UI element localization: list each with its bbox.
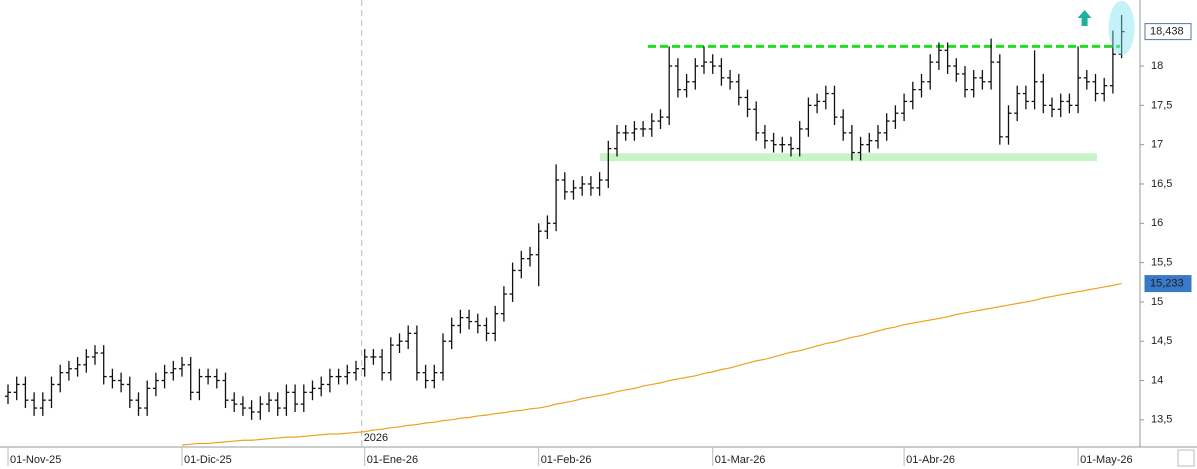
y-tick-label: 17,5 bbox=[1151, 99, 1172, 111]
highlight-ellipse bbox=[1108, 1, 1135, 55]
year-label: 2026 bbox=[364, 432, 388, 444]
up-arrow bbox=[1077, 10, 1092, 26]
x-tick-label: 01-Nov-25 bbox=[10, 454, 61, 466]
x-tick-label: 01-Feb-26 bbox=[541, 454, 592, 466]
y-tick-label: 17 bbox=[1151, 139, 1163, 151]
y-tick-label: 14 bbox=[1151, 374, 1163, 386]
x-tick-label: 01-May-26 bbox=[1080, 454, 1133, 466]
price-tag-label: 18,438 bbox=[1150, 26, 1184, 38]
y-tick-label: 15 bbox=[1151, 296, 1163, 308]
x-tick-label: 01-Abr-26 bbox=[906, 454, 955, 466]
moving-average-line bbox=[181, 283, 1122, 446]
support-band bbox=[600, 153, 1097, 162]
y-tick-label: 18 bbox=[1151, 60, 1163, 72]
scroll-button[interactable] bbox=[1177, 449, 1195, 467]
x-tick-label: 01-Mar-26 bbox=[715, 454, 766, 466]
price-tag bbox=[1144, 23, 1192, 41]
y-tick-label: 16 bbox=[1151, 217, 1163, 229]
x-tick-label: 01-Ene-26 bbox=[367, 454, 418, 466]
x-tick-label: 01-Dic-25 bbox=[184, 454, 232, 466]
y-tick-label: 13,5 bbox=[1151, 414, 1172, 426]
y-tick-label: 16,5 bbox=[1151, 178, 1172, 190]
price-tag-label: 15,233 bbox=[1150, 277, 1184, 289]
y-tick-label: 15,5 bbox=[1151, 257, 1172, 269]
y-tick-label: 14,5 bbox=[1151, 335, 1172, 347]
price-tag bbox=[1144, 275, 1192, 293]
